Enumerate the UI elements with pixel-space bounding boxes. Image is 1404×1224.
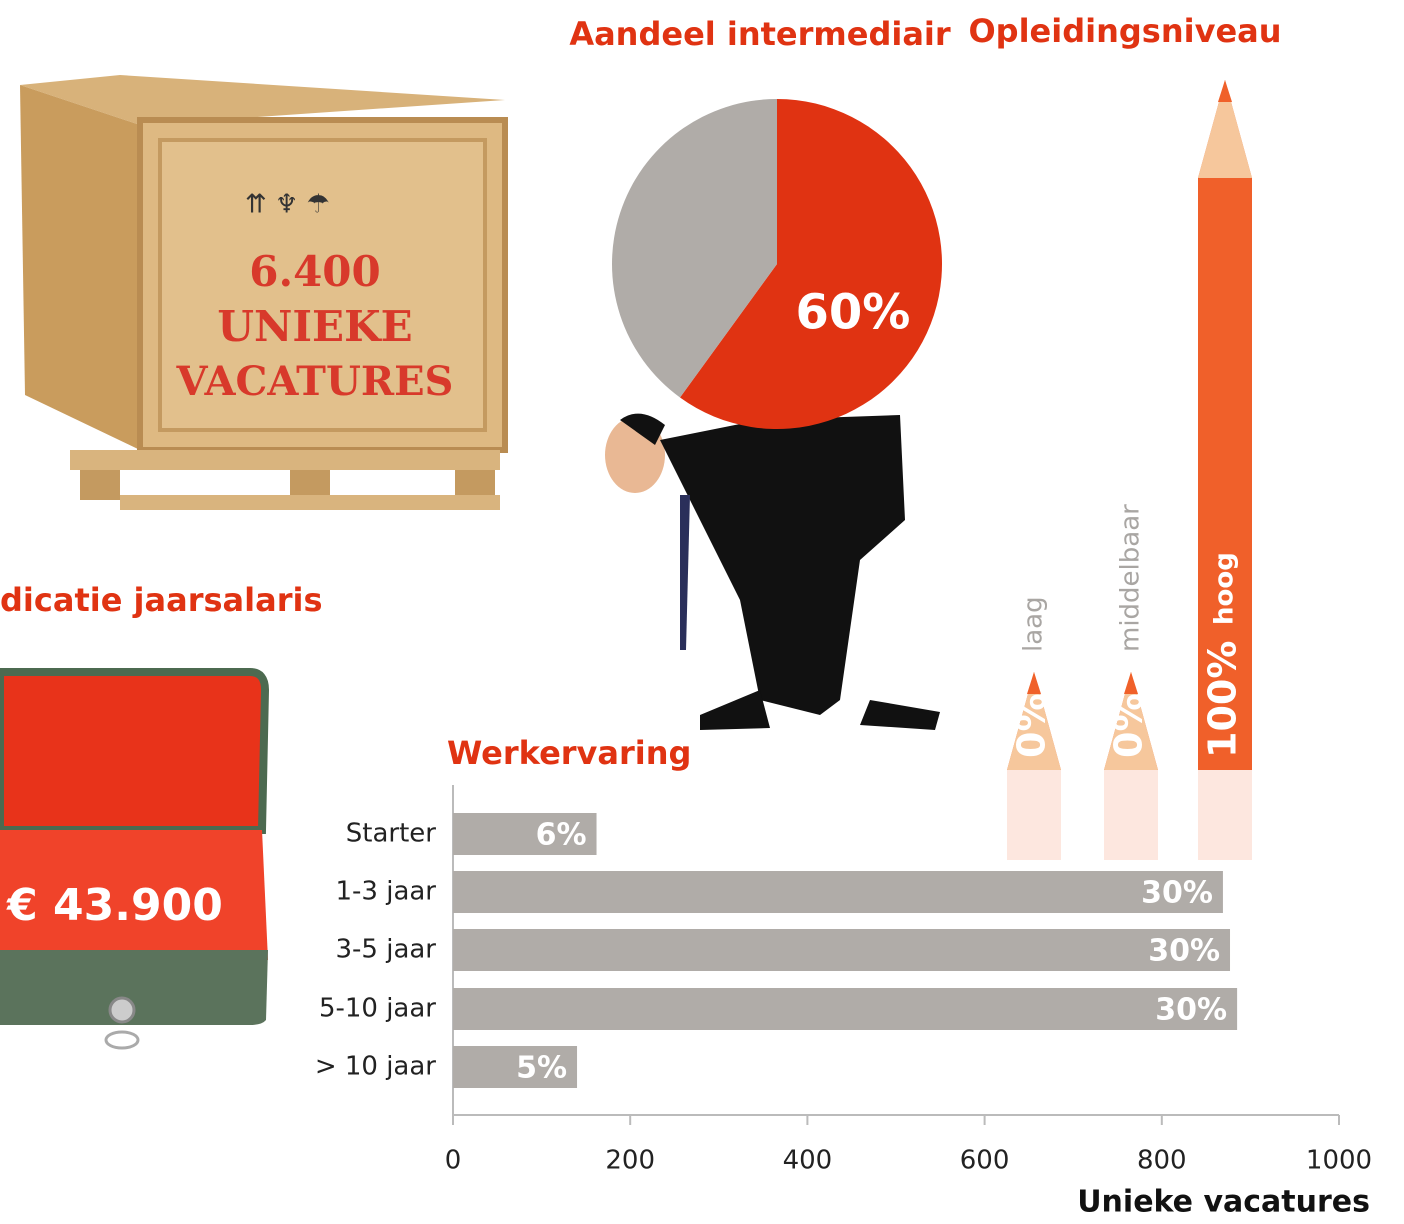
x-tick-label: 800: [1137, 1146, 1187, 1176]
pencil-category: laag: [1019, 596, 1049, 652]
y-tick-label: Starter: [346, 819, 437, 849]
bar-label: 6%: [536, 818, 587, 853]
bar: [453, 988, 1237, 1030]
svg-text:⇈ ♆ ☂: ⇈ ♆ ☂: [245, 190, 330, 220]
x-axis-label: Unieke vacatures: [1077, 1185, 1370, 1220]
y-tick-label: 3-5 jaar: [335, 935, 436, 965]
infographic: ⇈ ♆ ☂ 6.400 UNIEKE VACATURES dicatie jaa…: [0, 0, 1404, 1224]
salary-amount: € 43.900: [6, 880, 223, 931]
pencil-value: 100%: [1201, 641, 1245, 758]
x-tick-label: 200: [605, 1146, 655, 1176]
pencil-category: middelbaar: [1116, 504, 1146, 652]
man: [605, 414, 940, 730]
pie-title: Aandeel intermediair: [569, 15, 951, 53]
bar-label: 30%: [1155, 993, 1227, 1028]
salary-title: dicatie jaarsalaris: [0, 581, 322, 619]
bar-label: 5%: [516, 1051, 567, 1086]
x-tick-label: 600: [960, 1146, 1010, 1176]
pencil-category: hoog: [1210, 552, 1240, 625]
bar-label: 30%: [1141, 876, 1213, 911]
bar: [453, 929, 1230, 971]
crate-text: UNIEKE: [217, 302, 412, 351]
crate-text: 6.400: [249, 247, 381, 296]
cash-box: [0, 672, 268, 1048]
y-tick-label: > 10 jaar: [315, 1052, 436, 1082]
x-tick-label: 1000: [1306, 1146, 1372, 1176]
bar-label: 30%: [1148, 934, 1220, 969]
pie-label: 60%: [795, 284, 910, 340]
y-tick-label: 5-10 jaar: [319, 994, 436, 1024]
bar-title: Werkervaring: [447, 734, 691, 772]
pencil-value: 0%: [1107, 693, 1151, 758]
pencil-value: 0%: [1010, 693, 1054, 758]
x-tick-label: 400: [783, 1146, 833, 1176]
crate-text: VACATURES: [176, 358, 454, 405]
x-tick-label: 0: [445, 1146, 462, 1176]
y-tick-label: 1-3 jaar: [335, 877, 436, 907]
bar: [453, 871, 1223, 913]
pencil-title: Opleidingsniveau: [968, 12, 1281, 50]
